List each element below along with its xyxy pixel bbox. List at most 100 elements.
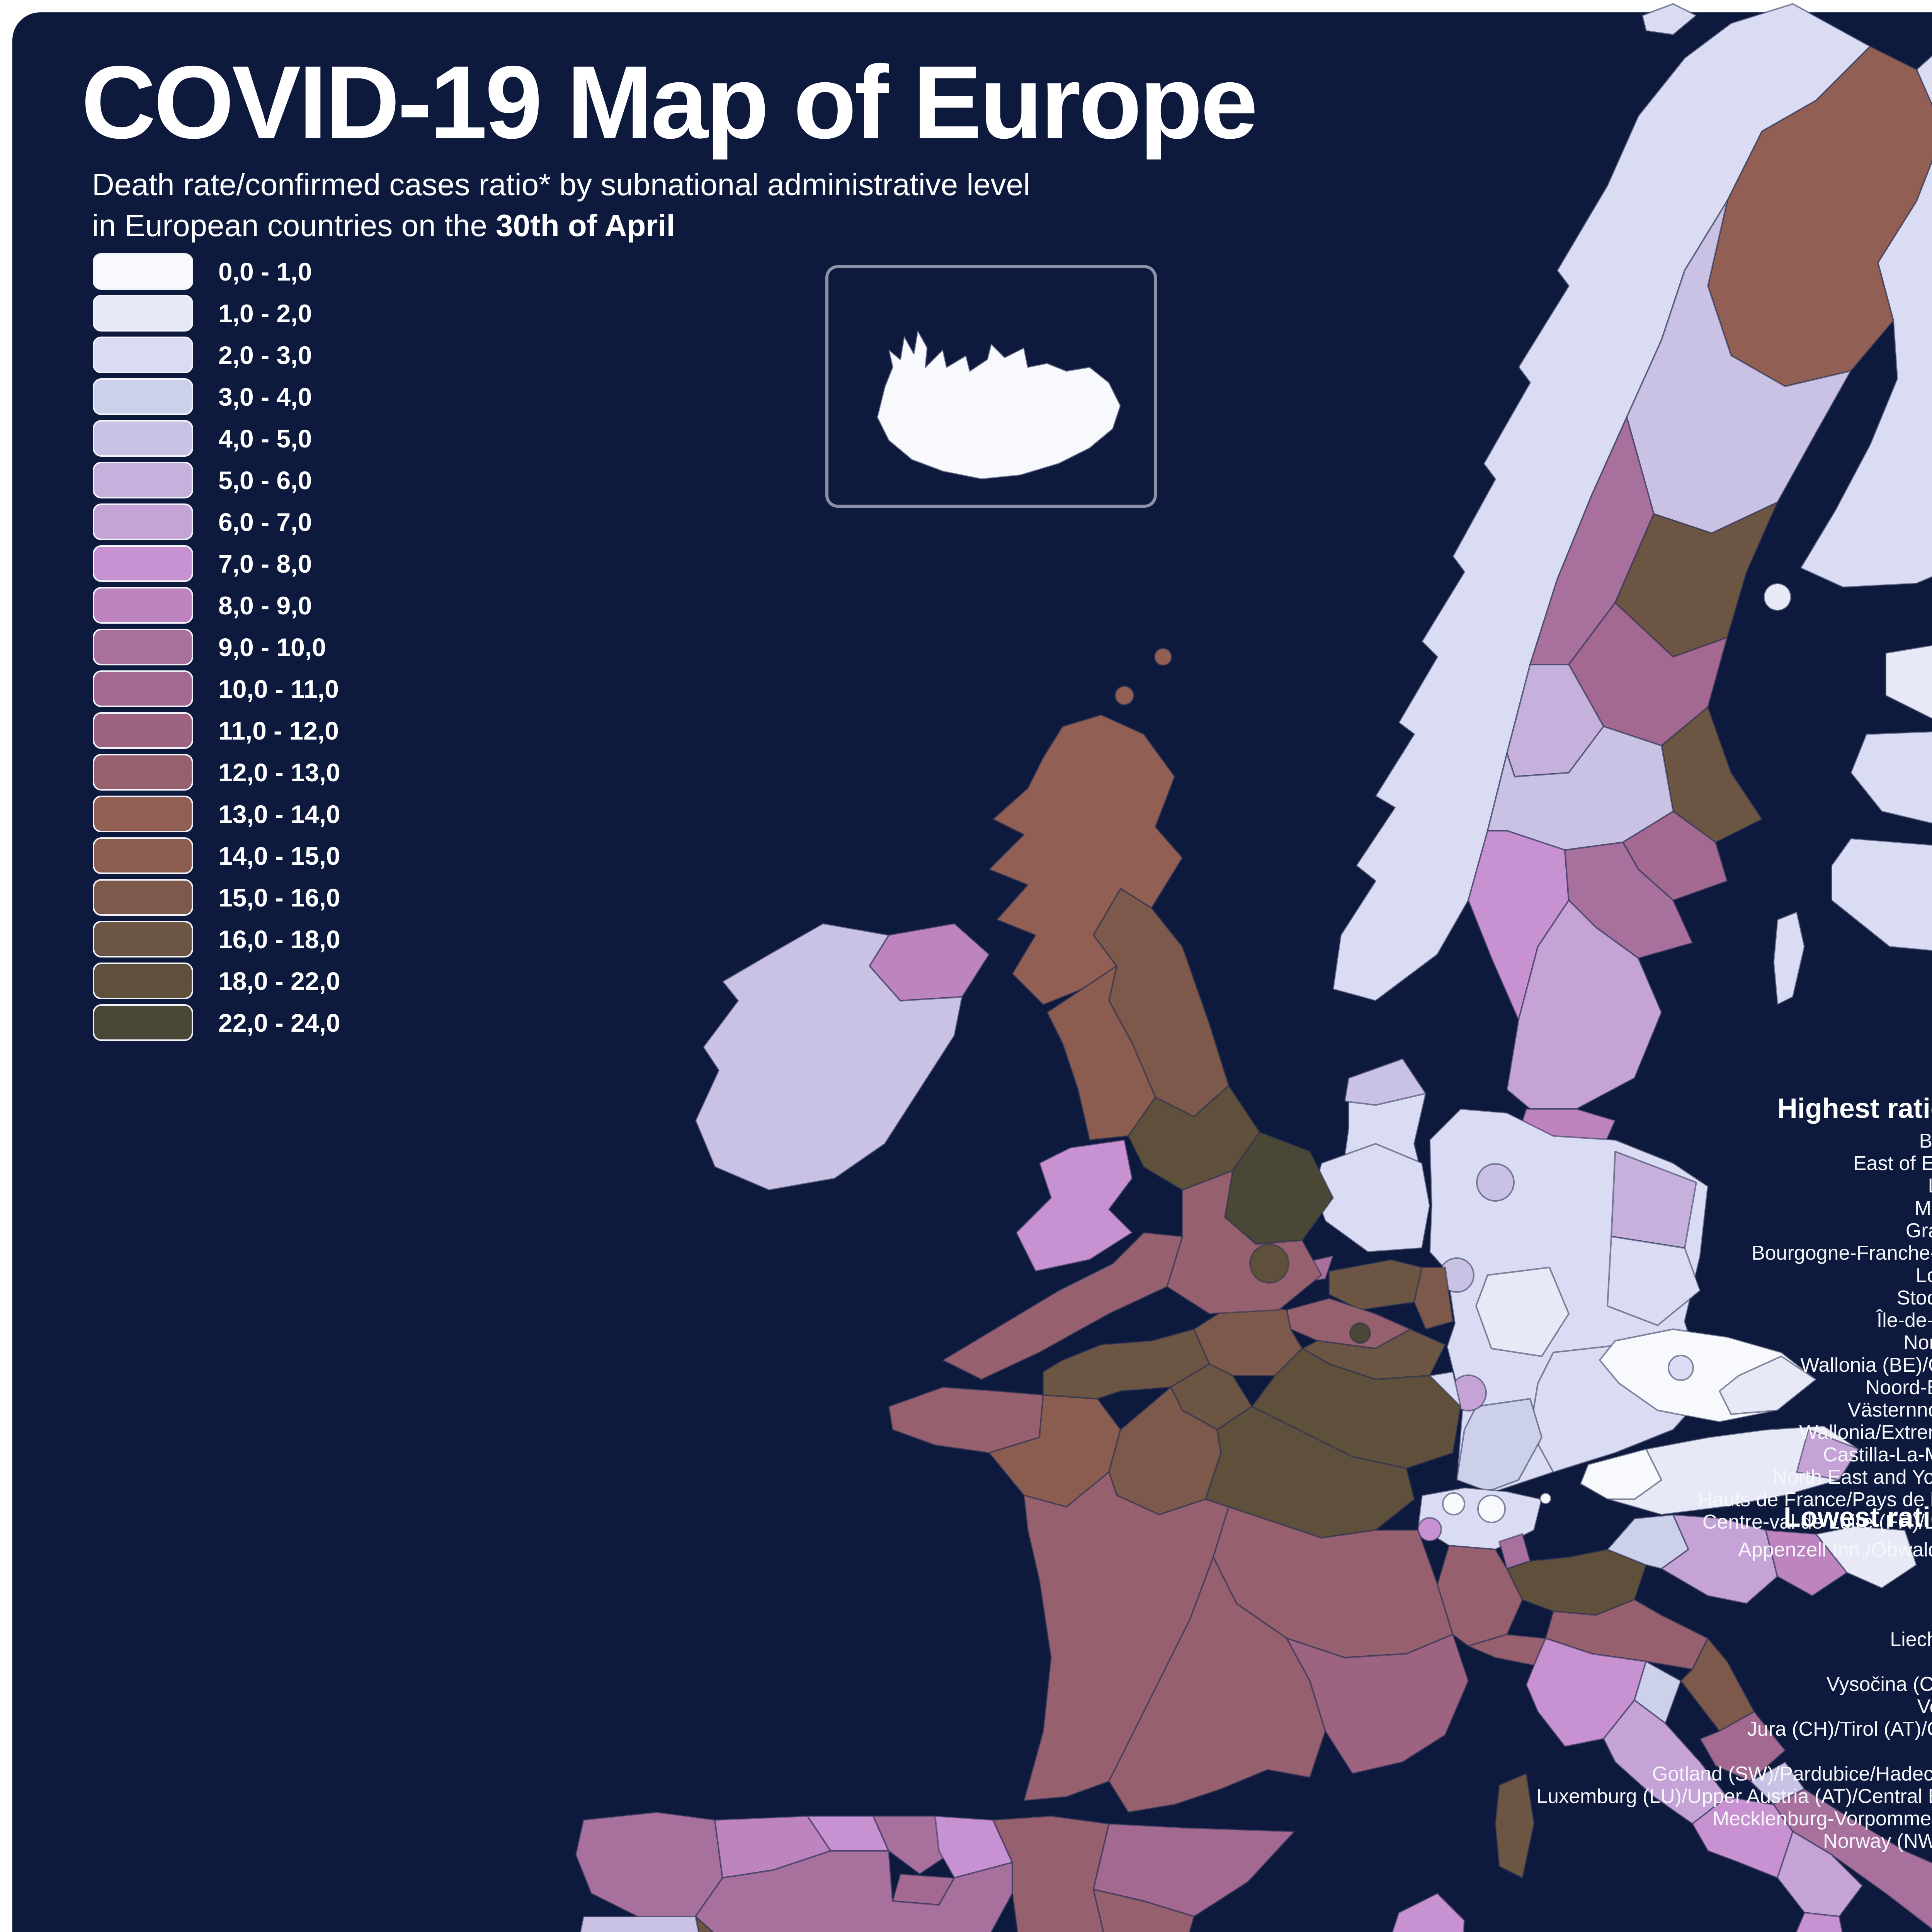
highest-ratio-entry: London (UK) 20,5	[1698, 1175, 1932, 1197]
lowest-ratio-entry: Vorarlberg (AT) 1,8	[1917, 1696, 1932, 1718]
region-gotland	[1774, 912, 1804, 1005]
legend-item: 2,0 - 3,0	[93, 337, 340, 373]
region-north-jutland	[1345, 1059, 1426, 1105]
legend-swatch	[93, 796, 193, 832]
subtitle-line1: Death rate/confirmed cases ratio* by sub…	[92, 167, 1030, 202]
region-wales	[1016, 1140, 1132, 1271]
legend-label: 9,0 - 10,0	[218, 633, 326, 662]
iceland-inset	[827, 267, 1155, 506]
region-corsica	[1495, 1774, 1534, 1878]
lowest-ratio-entry: Iceland (IS) 0,6	[1536, 1606, 1932, 1628]
highest-ratio-list: Highest ratio per capita Brussels (BE) 2…	[1698, 1093, 1932, 1533]
legend-swatch	[93, 837, 193, 874]
highest-ratio-entry: Bourgogne-Franche-Comté (FR) 18,8	[1751, 1242, 1932, 1264]
legend-item: 9,0 - 10,0	[93, 629, 340, 665]
highest-ratio-entry: Hauts de France/Pays de la Loire (FR) 15…	[1698, 1488, 1932, 1511]
legend-swatch	[93, 337, 193, 373]
lowest-ratio-entry: Aletejo (PT) 0,5	[1536, 1583, 1932, 1606]
region-hamburg	[1477, 1164, 1514, 1201]
subtitle-date: 30th of April	[496, 208, 675, 243]
region-extremadura	[696, 1917, 873, 1932]
legend-label: 6,0 - 7,0	[218, 507, 312, 536]
region-brussels	[1350, 1323, 1370, 1343]
legend-label: 14,0 - 15,0	[218, 841, 340, 870]
legend-label: 12,0 - 13,0	[218, 758, 340, 787]
legend-label: 8,0 - 9,0	[218, 591, 312, 620]
region-orkney	[1115, 686, 1134, 705]
legend-swatch	[93, 921, 193, 957]
legend-item: 12,0 - 13,0	[93, 754, 340, 791]
legend-item: 8,0 - 9,0	[93, 587, 340, 624]
legend-label: 5,0 - 6,0	[218, 466, 312, 495]
legend-item: 16,0 - 18,0	[93, 921, 340, 957]
region-calabria	[1770, 1913, 1847, 1932]
page-title: COVID-19 Map of Europe	[81, 44, 1258, 160]
legend-item: 11,0 - 12,0	[93, 712, 340, 749]
legend-swatch	[93, 629, 193, 665]
region-south-west-england	[943, 1233, 1182, 1379]
lowest-ratio-entry: Appenzell Inn./Obwald/Niwald (CH) 0,0	[1738, 1539, 1932, 1561]
region-brandenburg	[1611, 1151, 1696, 1248]
lowest-ratio-entry: Plzeň (CZ) 1,5	[1536, 1651, 1932, 1673]
highest-ratio-entry: North East and Yorkshire (UK) 15,4	[1772, 1466, 1932, 1488]
legend-swatch	[93, 462, 193, 498]
highest-ratio-entry: Wallonia (BE)/Corsica (FR) 16,9	[1800, 1354, 1932, 1376]
legend-item: 0,0 - 1,0	[93, 253, 340, 290]
legend-swatch	[93, 378, 193, 415]
region-sardinia	[1387, 1893, 1464, 1932]
highest-ratio-title: Highest ratio per capita	[1777, 1093, 1932, 1124]
legend-label: 16,0 - 18,0	[218, 925, 340, 954]
legend-label: 15,0 - 16,0	[218, 883, 340, 912]
region-lithuania	[1832, 838, 1932, 954]
region-castilla-y-leon	[696, 1851, 1012, 1932]
highest-ratio-entry: Castilla-La-Mancha (ES) 15,6	[1823, 1444, 1932, 1466]
region-paca	[1287, 1634, 1468, 1774]
region-vienna-east	[1797, 1430, 1859, 1480]
region-slovenia	[1816, 1526, 1917, 1588]
region-basque	[873, 1816, 954, 1874]
highest-ratio-entry: Västernnorrland (SW) 16,2	[1847, 1399, 1932, 1421]
region-scotland	[989, 715, 1182, 1005]
legend-swatch	[93, 879, 193, 916]
highest-ratio-entry: Midlands (UK) 20,2	[1914, 1197, 1932, 1219]
subtitle: Death rate/confirmed cases ratio* by sub…	[92, 164, 1030, 246]
lowest-ratio-entry: Zlín (CZ) 0,3	[1536, 1561, 1932, 1583]
legend-label: 4,0 - 5,0	[218, 424, 312, 453]
region-tirol	[1580, 1449, 1662, 1499]
legend-label: 11,0 - 12,0	[218, 716, 339, 745]
region-shetland	[1155, 648, 1172, 665]
lowest-ratio-entry: Mecklenburg-Vorpommern/Berlin (DE) 2,5	[1712, 1808, 1932, 1830]
highest-ratio-entry: Grand Est (FR) 19,4	[1905, 1219, 1932, 1242]
legend-swatch	[93, 545, 193, 582]
legend-label: 10,0 - 11,0	[218, 674, 339, 703]
region-swiss-pink	[1418, 1518, 1441, 1541]
region-swiss-white-b	[1443, 1493, 1464, 1515]
highest-ratio-entry: East of England (UK) 22,5	[1853, 1152, 1932, 1175]
region-liechtenstein	[1540, 1493, 1551, 1504]
region-ireland	[696, 923, 962, 1190]
lowest-ratio-entry: Vysočina (CZ)/Latvia (LT) 1,7	[1826, 1673, 1932, 1696]
legend-swatch	[93, 420, 193, 457]
legend-swatch	[93, 295, 193, 332]
lowest-ratio-entry: Norway (NW)/Zürich (CH) 2,6	[1823, 1830, 1932, 1852]
legend-item: 13,0 - 14,0	[93, 796, 340, 832]
legend-swatch	[93, 587, 193, 624]
legend-label: 7,0 - 8,0	[218, 549, 312, 578]
legend-item: 6,0 - 7,0	[93, 503, 340, 540]
legend-item: 7,0 - 8,0	[93, 545, 340, 582]
highest-ratio-entry: Wallonia/Extremadura (ES) 16,0	[1799, 1421, 1932, 1444]
region-limburg-nl	[1414, 1267, 1453, 1329]
legend-label: 0,0 - 1,0	[218, 257, 312, 286]
legend-item: 22,0 - 24,0	[93, 1004, 340, 1041]
legend-item: 3,0 - 4,0	[93, 378, 340, 415]
lowest-ratio-list: Lowest ratio per capita Appenzell Inn./O…	[1536, 1502, 1932, 1852]
legend-label: 2,0 - 3,0	[218, 340, 312, 369]
region-estonia	[1886, 638, 1932, 723]
highest-ratio-entry: Brussels (BE) 24,1	[1919, 1130, 1932, 1152]
subtitle-line2: in European countries on the 30th of Apr…	[92, 208, 675, 243]
legend-swatch	[93, 503, 193, 540]
legend-swatch	[93, 712, 193, 749]
legend-item: 5,0 - 6,0	[93, 462, 340, 498]
legend-item: 10,0 - 11,0	[93, 670, 340, 707]
